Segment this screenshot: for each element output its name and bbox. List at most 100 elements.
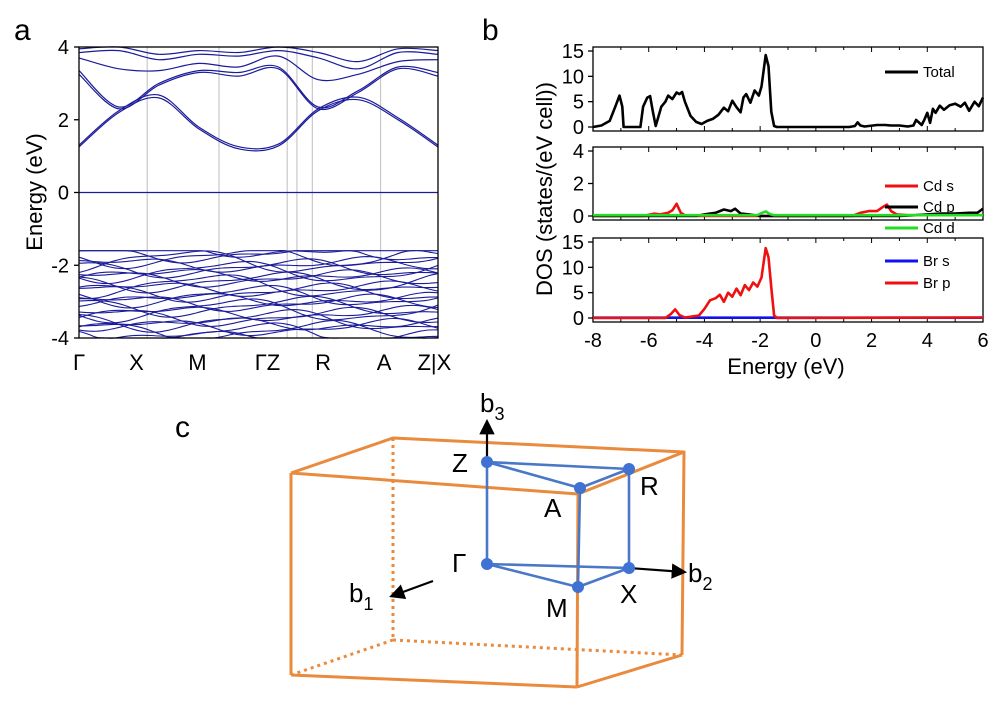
panel-label-b: b — [482, 14, 499, 47]
valence-band-2 — [78, 249, 439, 270]
bz-axis-labels: b3 b2 b1 — [349, 388, 712, 614]
band-structure-chart: -4 -2 0 2 4 Γ X M ΓZ R A Z|X Energy (eV) — [22, 37, 452, 375]
valence-band-17 — [78, 298, 439, 324]
dos-ytick-label: 15 — [562, 41, 584, 63]
bz-hidden-edges — [290, 438, 683, 677]
label-x: X — [620, 579, 637, 609]
label-b1: b1 — [349, 578, 373, 614]
dos-legend-label: Total — [923, 64, 955, 81]
dos-xtick-label: 4 — [922, 330, 933, 352]
valence-band-10 — [78, 273, 439, 300]
dos-xtick-label: 0 — [810, 330, 821, 352]
label-gamma: Γ — [452, 548, 466, 578]
dos-series-total — [592, 53, 985, 129]
conduction-band-cb7 — [78, 46, 439, 63]
band-kpoint-label: M — [188, 350, 206, 375]
dos-ytick-label: 5 — [573, 283, 584, 305]
bz-point-x — [623, 562, 635, 574]
dos-ytick-label: 0 — [573, 206, 584, 228]
valence-band-14 — [78, 291, 439, 307]
dos-ytick-label: 0 — [573, 308, 584, 330]
bz-outer-box — [289, 436, 686, 689]
bz-point-z — [481, 456, 493, 468]
band-ytick-label: -2 — [51, 255, 69, 277]
band-kpoint-label: X — [129, 350, 144, 375]
dos-ytick-label: 4 — [573, 141, 584, 163]
dos-charts: 0 5 10 15 Total 0 2 4 Cd s Cd p Cd d 0 5 10 15 Br s Br… — [532, 41, 989, 379]
band-ytick-label: 4 — [58, 37, 69, 59]
dos-xtick-label: -6 — [640, 330, 658, 352]
band-kpoint-label: A — [377, 350, 392, 375]
bz-irreducible-wedge — [485, 460, 631, 589]
dos-ytick-label: 15 — [562, 232, 584, 254]
dos-ytick-label: 5 — [573, 92, 584, 114]
valence-band-13 — [78, 284, 439, 309]
band-kpoint-label: Z|X — [417, 350, 451, 375]
band-kpoint-label: ΓZ — [255, 350, 281, 375]
dos-y-axis-label: DOS (states/(eV cell)) — [532, 82, 557, 296]
br-pdos-panel: 0 5 10 15 Br s Br p -8 -6 -4 -2 0 2 4 6 — [562, 232, 989, 352]
dos-xtick-label: 6 — [977, 330, 988, 352]
valence-band-9 — [78, 271, 439, 294]
b2-arrow — [628, 563, 688, 579]
label-r: R — [640, 471, 659, 501]
dos-ytick-label: 2 — [573, 174, 584, 196]
dos-x-axis-label: Energy (eV) — [727, 354, 844, 379]
band-y-axis-label: Energy (eV) — [22, 133, 47, 250]
cd-pdos-panel: 0 2 4 Cd s Cd p Cd d — [573, 141, 984, 237]
bz-point-m — [572, 581, 584, 593]
conduction-band-cb5 — [78, 55, 439, 82]
label-a: A — [544, 493, 562, 523]
bz-point-a — [574, 482, 586, 494]
valence-band-20 — [78, 309, 439, 333]
bz-point-r — [623, 463, 635, 475]
panel-label-c: c — [175, 411, 190, 444]
dos-legend-label: Br s — [923, 253, 950, 270]
label-b2: b2 — [688, 558, 712, 594]
valence-band-23 — [78, 319, 439, 339]
label-m: M — [546, 593, 568, 623]
dos-ytick-label: 10 — [562, 66, 584, 88]
valence-band-0 — [79, 250, 439, 258]
dos-xtick-label: 2 — [866, 330, 877, 352]
dos-xtick-label: -8 — [584, 330, 602, 352]
b1-arrow — [389, 579, 434, 599]
band-ytick-label: 0 — [58, 183, 69, 205]
brillouin-zone-diagram: Z R A Γ X M b3 b2 b1 — [289, 388, 712, 689]
conduction-band-cb3 — [78, 66, 439, 111]
dos-series-br-p — [593, 246, 984, 320]
band-x-ticks: Γ X M ΓZ R A Z|X — [73, 350, 452, 375]
conduction-band-cb1 — [78, 96, 439, 152]
band-kpoint-label: R — [315, 350, 331, 375]
valence-band-19 — [78, 306, 439, 327]
label-b3: b3 — [480, 388, 504, 424]
dos-legend-label: Cd d — [923, 220, 955, 237]
dos-ytick-label: 10 — [562, 257, 584, 279]
valence-band-6 — [78, 260, 439, 285]
dos-legend-label: Br p — [923, 275, 951, 292]
bz-point-labels: Z R A Γ X M — [452, 448, 659, 623]
band-ytick-label: -4 — [51, 328, 69, 350]
valence-band-21 — [78, 317, 439, 332]
valence-band-15 — [78, 293, 439, 312]
dos-xtick-label: -2 — [751, 330, 769, 352]
band-y-ticks: -4 -2 0 2 4 — [51, 37, 79, 350]
valence-band-11 — [78, 280, 439, 297]
dos-series-cd-d — [593, 210, 983, 217]
bz-reciprocal-axes — [389, 418, 688, 599]
conduction-band-cb6 — [78, 49, 439, 70]
panel-label-a: a — [14, 14, 31, 47]
conduction-band-cb4 — [78, 64, 439, 109]
total-dos-panel: 0 5 10 15 Total — [562, 41, 985, 139]
dos-legend-label: Cd s — [923, 178, 954, 195]
valence-band-8 — [78, 269, 439, 288]
valence-band-22 — [78, 317, 439, 337]
dos-legend-label: Cd p — [923, 199, 955, 216]
valence-band-4 — [78, 256, 439, 273]
bz-points — [481, 456, 635, 593]
band-ytick-label: 2 — [58, 110, 69, 132]
dos-ytick-label: 0 — [573, 117, 584, 139]
label-z: Z — [452, 448, 468, 478]
band-kpoint-label: Γ — [73, 350, 85, 375]
